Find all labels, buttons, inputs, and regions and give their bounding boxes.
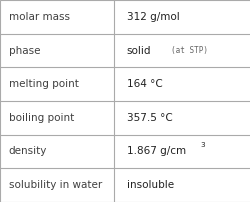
Text: density: density [9, 146, 47, 157]
Text: 164 °C: 164 °C [126, 79, 162, 89]
Text: 3: 3 [200, 142, 204, 148]
Text: 1.867 g/cm: 1.867 g/cm [126, 146, 185, 157]
Text: molar mass: molar mass [9, 12, 70, 22]
Text: phase: phase [9, 45, 40, 56]
Text: boiling point: boiling point [9, 113, 74, 123]
Text: (at STP): (at STP) [170, 46, 207, 55]
Text: solubility in water: solubility in water [9, 180, 102, 190]
Text: melting point: melting point [9, 79, 78, 89]
Text: solid: solid [126, 45, 151, 56]
Text: insoluble: insoluble [126, 180, 173, 190]
Text: 357.5 °C: 357.5 °C [126, 113, 172, 123]
Text: 312 g/mol: 312 g/mol [126, 12, 179, 22]
